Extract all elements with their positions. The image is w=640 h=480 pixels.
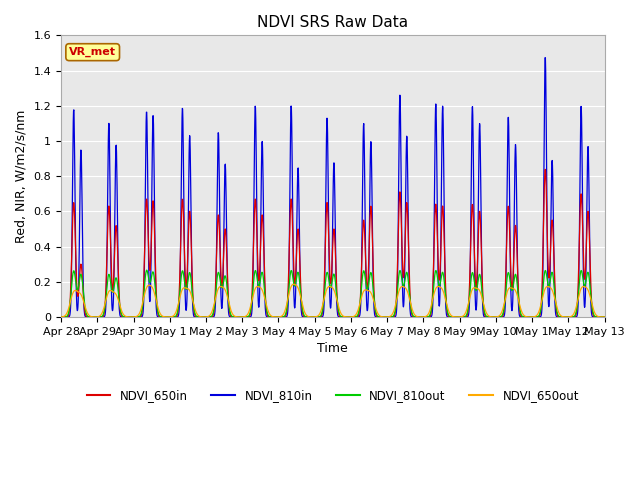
Y-axis label: Red, NIR, W/m2/s/nm: Red, NIR, W/m2/s/nm <box>15 109 28 243</box>
Legend: NDVI_650in, NDVI_810in, NDVI_810out, NDVI_650out: NDVI_650in, NDVI_810in, NDVI_810out, NDV… <box>82 385 584 407</box>
X-axis label: Time: Time <box>317 342 348 355</box>
Title: NDVI SRS Raw Data: NDVI SRS Raw Data <box>257 15 408 30</box>
Text: VR_met: VR_met <box>69 47 116 57</box>
